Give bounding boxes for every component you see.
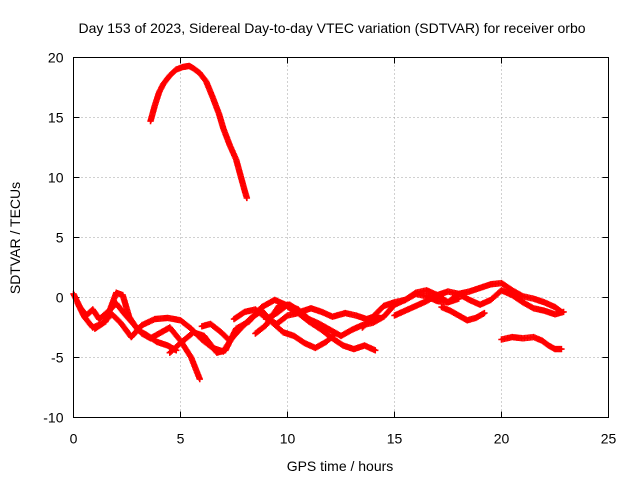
x-tick-label: 10 [280, 431, 296, 447]
data-points [70, 62, 567, 383]
x-axis-label: GPS time / hours [287, 458, 394, 474]
grid [73, 57, 609, 418]
chart-title: Day 153 of 2023, Sidereal Day-to-day VTE… [78, 20, 585, 36]
y-axis-label: SDTVAR / TECUs [7, 182, 23, 294]
series-arc-f [230, 306, 379, 354]
y-tick-label: 15 [48, 110, 64, 126]
tick-labels: 0 5 10 15 20 25 -10 -5 0 5 10 15 20 [43, 50, 616, 447]
x-tick-label: 0 [70, 431, 78, 447]
plot-frame [73, 57, 609, 418]
data-point [558, 345, 565, 353]
y-tick-label: -10 [43, 410, 63, 426]
x-tick-label: 25 [601, 431, 617, 447]
y-tick-label: 10 [48, 170, 64, 186]
series-arc-high [147, 62, 251, 202]
series-arc-l [498, 333, 565, 353]
x-tick-label: 15 [387, 431, 403, 447]
x-tick-label: 20 [494, 431, 510, 447]
x-tick-label: 5 [177, 431, 185, 447]
data-point [560, 308, 567, 316]
series-arc-j [391, 287, 567, 319]
y-tick-label: 5 [56, 230, 64, 246]
series-arc-k [438, 303, 488, 324]
data-point [481, 309, 488, 317]
y-tick-label: -5 [51, 350, 64, 366]
data-point [196, 375, 203, 383]
y-tick-label: 20 [48, 50, 64, 66]
data-point [243, 194, 251, 202]
y-tick-label: 0 [56, 290, 64, 306]
data-point [372, 347, 379, 354]
